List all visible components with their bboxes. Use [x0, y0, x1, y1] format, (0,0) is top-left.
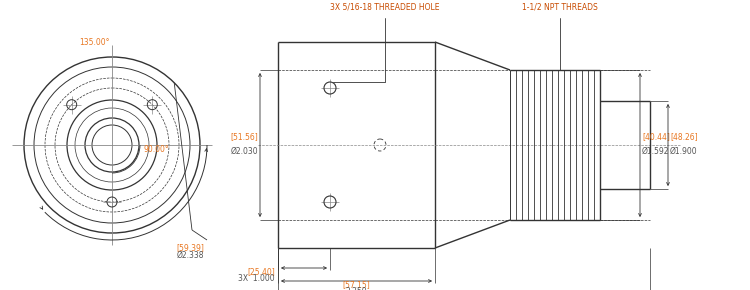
Text: 3X 5/16-18 THREADED HOLE: 3X 5/16-18 THREADED HOLE	[330, 3, 440, 82]
Text: [40.44]: [40.44]	[642, 132, 670, 141]
Text: 2.250: 2.250	[346, 287, 368, 290]
Text: [57.15]: [57.15]	[343, 280, 370, 289]
Text: 90.00°: 90.00°	[143, 146, 169, 155]
Text: [59.39]: [59.39]	[176, 243, 204, 252]
Text: 135.00°: 135.00°	[79, 38, 110, 47]
Text: 1-1/2 NPT THREADS: 1-1/2 NPT THREADS	[522, 3, 598, 70]
Text: [25.40]: [25.40]	[248, 267, 275, 276]
Text: Ø2.030: Ø2.030	[230, 147, 258, 156]
Text: 3X  1.000: 3X 1.000	[238, 274, 275, 283]
Text: [48.26]: [48.26]	[670, 132, 698, 141]
Text: Ø1.900: Ø1.900	[670, 147, 698, 156]
Text: [51.56]: [51.56]	[230, 132, 258, 141]
Text: Ø2.338: Ø2.338	[176, 251, 204, 260]
Text: Ø1.592: Ø1.592	[642, 147, 670, 156]
